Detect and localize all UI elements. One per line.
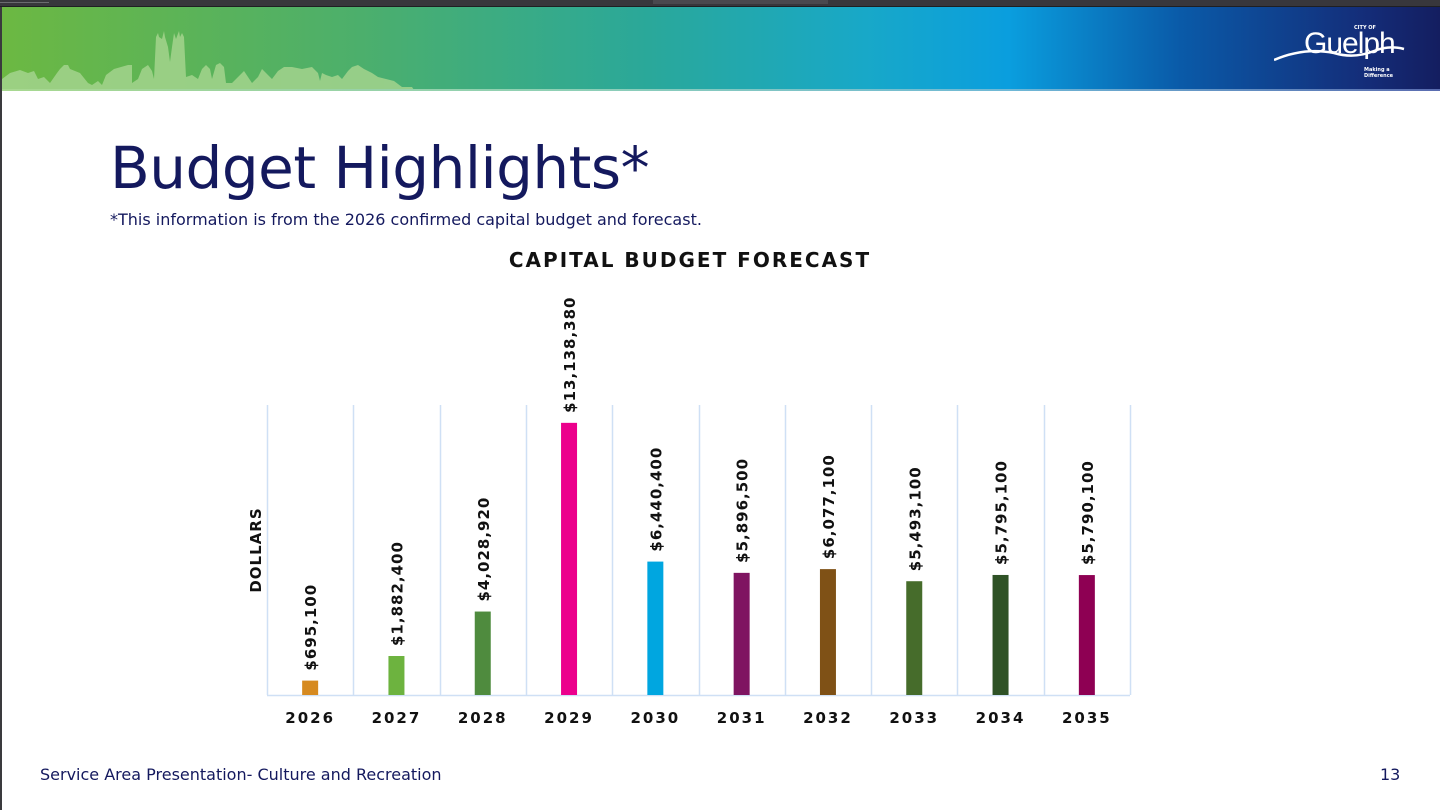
city-skyline-graphic [2,31,414,90]
x-tick-label-2035: 2035 [1062,709,1112,727]
data-label-2028: $4,028,920 [475,497,493,602]
bar-2028 [474,611,491,695]
bar-2032 [819,569,836,695]
window-tab-middle[interactable] [653,0,828,4]
data-label-2035: $5,790,100 [1079,460,1097,565]
window-top-bar [0,0,1440,7]
data-label-2034: $5,795,100 [993,460,1011,565]
bar-2030 [647,561,664,695]
bar-2031 [733,572,750,695]
logo-tagline: Making a Difference [1364,67,1394,79]
data-label-2026: $695,100 [302,584,320,671]
logo-city-prefix: CITY OF [1354,25,1376,31]
bar-2029 [561,422,578,695]
data-label-2030: $6,440,400 [647,447,665,552]
slide-subtitle: *This information is from the 2026 confi… [110,210,702,229]
bar-2033 [906,581,923,695]
data-label-2033: $5,493,100 [906,466,924,571]
slide-title: Budget Highlights* [110,134,650,202]
x-tick-label-2030: 2030 [630,709,680,727]
x-tick-label-2026: 2026 [285,709,335,727]
x-tick-label-2033: 2033 [889,709,939,727]
page-number: 13 [1380,765,1401,784]
banner-bottom-edge [2,89,1440,91]
data-label-2031: $5,896,500 [734,458,752,563]
window-left-edge [0,7,2,810]
x-tick-label-2028: 2028 [458,709,508,727]
x-tick-label-2031: 2031 [717,709,767,727]
x-tick-label-2027: 2027 [372,709,422,727]
window-tab-left[interactable] [0,0,49,3]
x-tick-label-2032: 2032 [803,709,853,727]
data-label-2027: $1,882,400 [388,541,406,646]
bar-2027 [388,656,405,695]
footer-presentation-name: Service Area Presentation- Culture and R… [40,765,442,784]
data-label-2029: $13,138,380 [561,297,579,413]
header-banner: CITY OF Guelph Making a Difference [2,7,1440,90]
data-label-2032: $6,077,100 [820,454,838,559]
bar-2034 [992,574,1009,695]
city-of-guelph-logo: CITY OF Guelph Making a Difference [1274,25,1414,80]
bar-2035 [1078,575,1095,695]
x-tick-label-2034: 2034 [976,709,1026,727]
chart-title: CAPITAL BUDGET FORECAST [508,248,872,272]
x-tick-label-2029: 2029 [544,709,594,727]
logo-swoosh-icon [1274,46,1405,62]
bar-2026 [302,680,319,695]
